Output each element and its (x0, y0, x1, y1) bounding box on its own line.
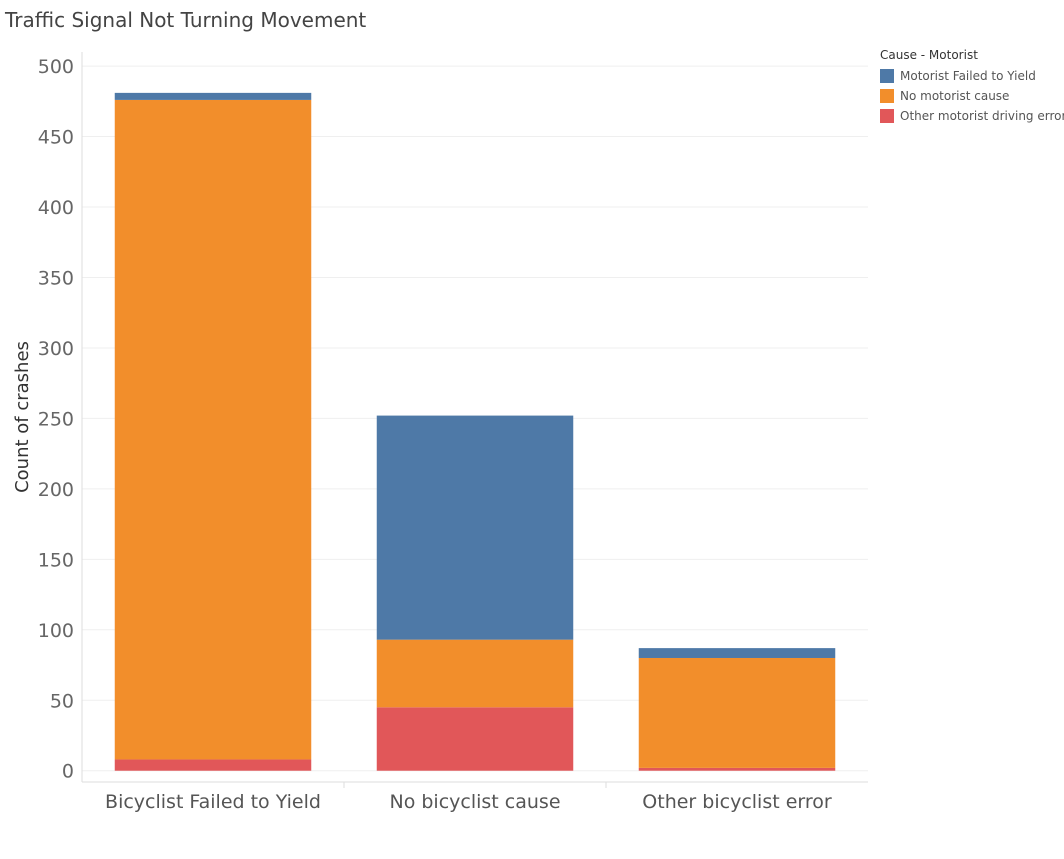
x-tick-label: Bicyclist Failed to Yield (105, 791, 321, 813)
bar-segment (376, 707, 574, 771)
bar-segment (638, 648, 836, 658)
bar-segment (376, 639, 574, 708)
bar-segment (638, 767, 836, 771)
y-tick-label: 250 (38, 408, 74, 430)
legend-swatch (880, 69, 894, 83)
bar-segment (114, 759, 312, 771)
bar-segment (638, 657, 836, 768)
bar-segment (376, 415, 574, 640)
bar-segment (114, 99, 312, 760)
y-tick-label: 450 (38, 127, 74, 149)
legend-items: Motorist Failed to Yield No motorist caus… (880, 66, 1064, 126)
y-axis-title: Count of crashes (12, 341, 33, 493)
legend-swatch (880, 109, 894, 123)
bar-segment (114, 92, 312, 100)
legend-title: Cause - Motorist (880, 48, 978, 62)
y-tick-label: 350 (38, 267, 74, 289)
x-tick-label: Other bicyclist error (642, 791, 832, 813)
y-tick-label: 150 (38, 549, 74, 571)
chart-title: Traffic Signal Not Turning Movement (5, 8, 367, 32)
legend-swatch (880, 89, 894, 103)
legend-item: Motorist Failed to Yield (880, 66, 1064, 86)
legend-label: Motorist Failed to Yield (900, 69, 1036, 83)
legend-item: Other motorist driving error (880, 106, 1064, 126)
legend-item: No motorist cause (880, 86, 1064, 106)
x-tick-label: No bicyclist cause (389, 791, 560, 813)
y-tick-label: 0 (62, 761, 74, 783)
legend-label: Other motorist driving error (900, 109, 1064, 123)
y-tick-label: 300 (38, 338, 74, 360)
legend: Cause - Motorist Motorist Failed to Yiel… (880, 48, 1064, 126)
y-tick-label: 100 (38, 620, 74, 642)
y-tick-label: 200 (38, 479, 74, 501)
legend-label: No motorist cause (900, 89, 1010, 103)
y-tick-label: 400 (38, 197, 74, 219)
y-tick-label: 500 (38, 56, 74, 78)
y-tick-label: 50 (50, 690, 74, 712)
